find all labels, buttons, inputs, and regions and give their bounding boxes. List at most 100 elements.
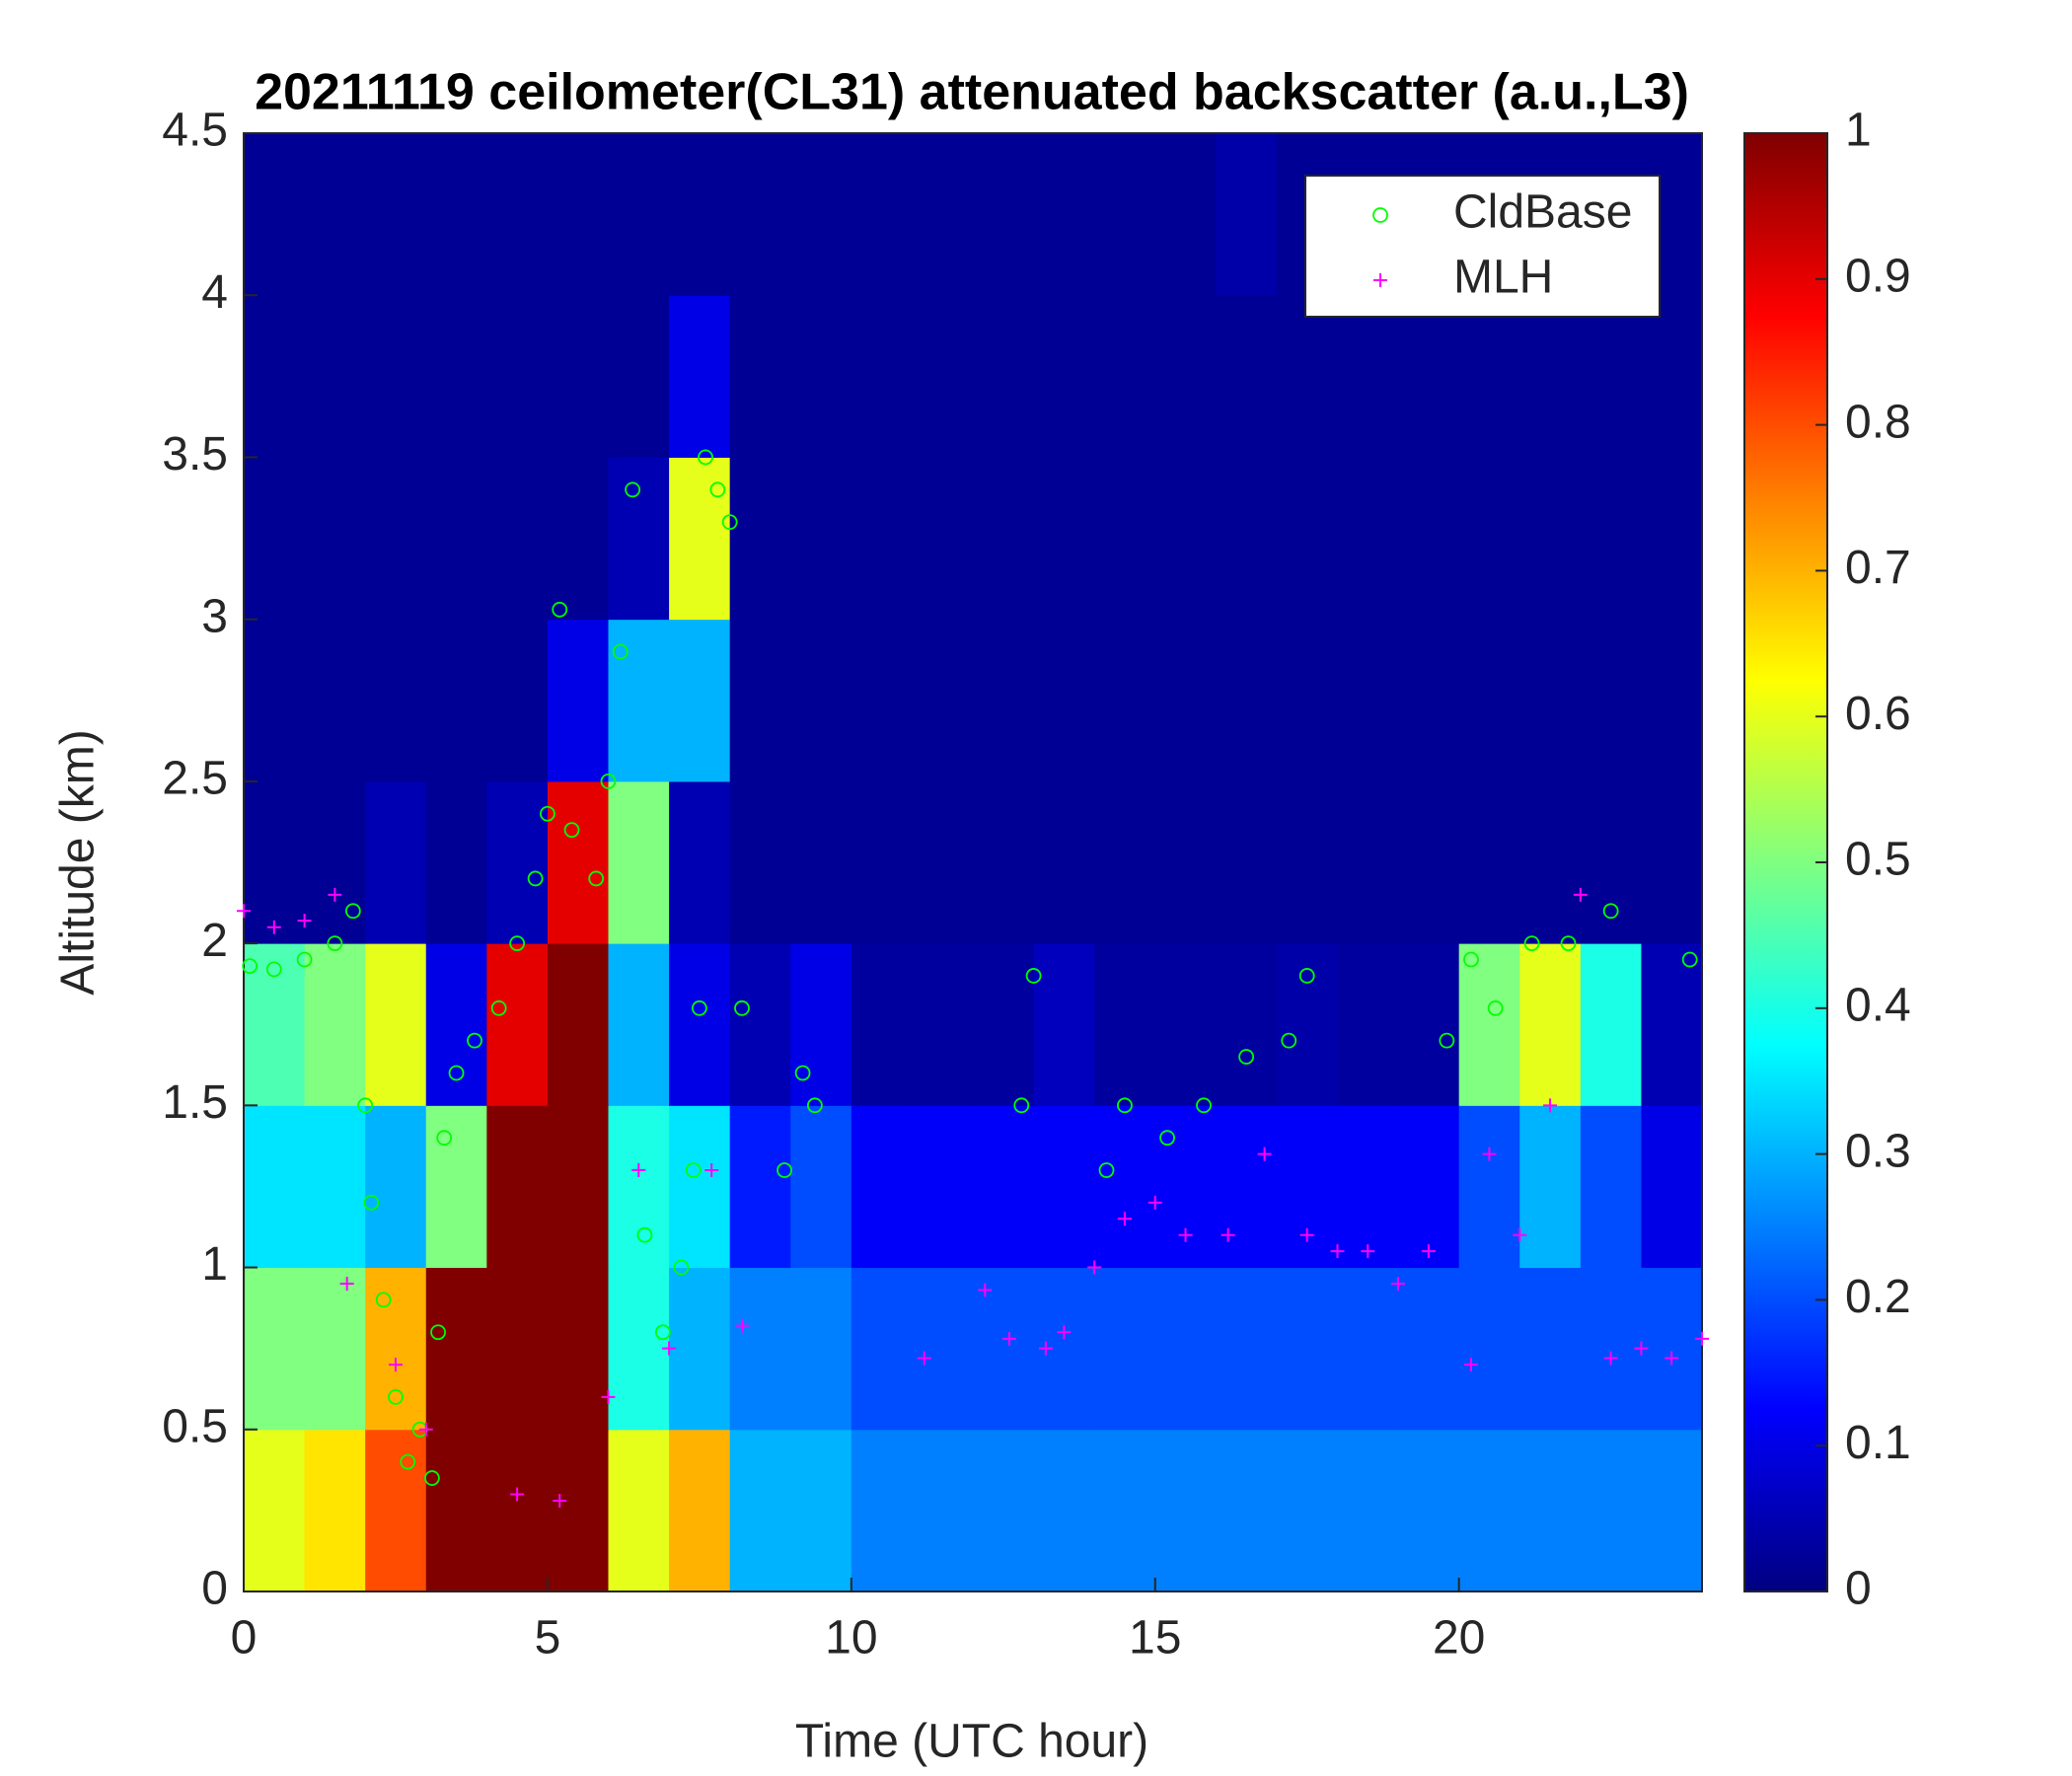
cloud-base-point	[1439, 1032, 1455, 1049]
y-tick-label: 1.5	[162, 1076, 228, 1129]
heat-cell	[1458, 457, 1520, 621]
heat-cell	[608, 457, 670, 621]
mlh-point	[601, 1389, 616, 1404]
heat-cell	[1398, 780, 1460, 944]
heat-cell	[608, 780, 670, 944]
cloud-base-point	[588, 870, 605, 887]
x-tick-label: 10	[825, 1612, 877, 1665]
heat-cell	[1641, 780, 1703, 944]
cloud-base-point	[1281, 1032, 1297, 1049]
heat-cell	[912, 1267, 974, 1431]
colorbar-tick-label: 0.2	[1845, 1271, 1911, 1323]
mlh-point	[1361, 1244, 1375, 1259]
heat-cell	[1094, 619, 1156, 782]
heat-cell	[304, 1429, 366, 1592]
heat-cell	[1276, 1267, 1338, 1431]
heat-cell	[1519, 619, 1582, 782]
mlh-point	[418, 1422, 433, 1437]
heat-cell	[365, 295, 427, 458]
cloud-base-point	[1117, 1097, 1133, 1114]
cloud-base-point	[1560, 935, 1577, 952]
heat-cell	[790, 619, 852, 782]
cloud-base-point	[527, 870, 544, 887]
heat-cell	[1216, 619, 1278, 782]
heat-cell	[486, 1105, 549, 1269]
cloud-base-point	[600, 773, 617, 789]
mlh-point	[1001, 1331, 1016, 1346]
heat-cell	[1458, 295, 1520, 458]
heat-cell	[729, 1105, 791, 1269]
heat-cell	[1337, 295, 1399, 458]
heat-cell	[669, 133, 731, 296]
heat-cell	[365, 780, 427, 944]
heat-cell	[1216, 1267, 1278, 1431]
cloud-base-point	[265, 961, 282, 978]
heat-cell	[669, 1267, 731, 1431]
y-tick-label: 2	[201, 915, 228, 967]
heat-cell	[669, 1429, 731, 1592]
heat-cell	[547, 780, 609, 944]
heat-cell	[1580, 780, 1642, 944]
heat-cell	[244, 457, 306, 621]
x-axis-label: Time (UTC hour)	[795, 1716, 1148, 1768]
y-tick-label: 4.5	[162, 105, 228, 157]
heat-cell	[1154, 943, 1217, 1106]
heat-cell	[1276, 943, 1338, 1106]
plot-frame	[243, 132, 1703, 1592]
heat-cell	[1580, 619, 1642, 782]
cloud-base-point	[673, 1259, 690, 1276]
heat-cell	[1094, 133, 1156, 296]
heat-cell	[1216, 295, 1278, 458]
y-tick-label: 3.5	[162, 428, 228, 481]
heat-cell	[1276, 780, 1338, 944]
heat-cell	[1154, 295, 1217, 458]
heat-cell	[547, 295, 609, 458]
heat-cell	[851, 943, 913, 1106]
mlh-point	[1178, 1227, 1193, 1242]
heat-cell	[912, 780, 974, 944]
heat-cell	[1094, 1105, 1156, 1269]
colorbar-tick-label: 0.7	[1845, 542, 1911, 594]
cloud-base-point	[1098, 1162, 1115, 1178]
heat-cell	[1154, 133, 1217, 296]
cloud-base-point	[612, 643, 629, 660]
heat-cell	[304, 133, 366, 296]
heat-cell	[912, 619, 974, 782]
heat-cell	[1276, 457, 1338, 621]
legend-marker	[1373, 273, 1387, 287]
mlh-point	[662, 1341, 677, 1356]
heat-cell	[365, 1105, 427, 1269]
heat-cell	[425, 295, 487, 458]
heat-cell	[973, 133, 1035, 296]
heat-cell	[1094, 943, 1156, 1106]
cloud-base-point	[1523, 935, 1540, 952]
heat-cell	[1337, 943, 1399, 1106]
heat-cell	[729, 780, 791, 944]
heat-cell	[1154, 1267, 1217, 1431]
legend-label: MLH	[1453, 252, 1553, 304]
mlh-point	[237, 904, 251, 919]
mlh-point	[388, 1358, 403, 1372]
heat-cell	[608, 1429, 670, 1592]
heat-cell	[244, 943, 306, 1106]
colorbar-tick-label: 0.5	[1845, 834, 1911, 886]
heat-cell	[547, 1429, 609, 1592]
y-tick-label: 0	[201, 1563, 228, 1615]
cloud-base-point	[375, 1292, 392, 1308]
colorbar-tick-label: 0.8	[1845, 396, 1911, 448]
heat-cell	[304, 295, 366, 458]
x-tick-label: 15	[1129, 1612, 1181, 1665]
heat-cell	[1641, 457, 1703, 621]
heat-cell	[973, 780, 1035, 944]
heat-cell	[973, 619, 1035, 782]
heat-cell	[1276, 1105, 1338, 1269]
heat-cell	[1094, 1267, 1156, 1431]
colorbar-tick-label: 1	[1845, 105, 1872, 157]
heat-cell	[973, 1105, 1035, 1269]
legend-label: CldBase	[1453, 186, 1632, 239]
heat-cell	[1154, 457, 1217, 621]
heat-cell	[304, 1267, 366, 1431]
mlh-point	[1057, 1325, 1072, 1340]
cloud-base-point	[509, 935, 526, 952]
colorbar	[1743, 132, 1828, 1592]
